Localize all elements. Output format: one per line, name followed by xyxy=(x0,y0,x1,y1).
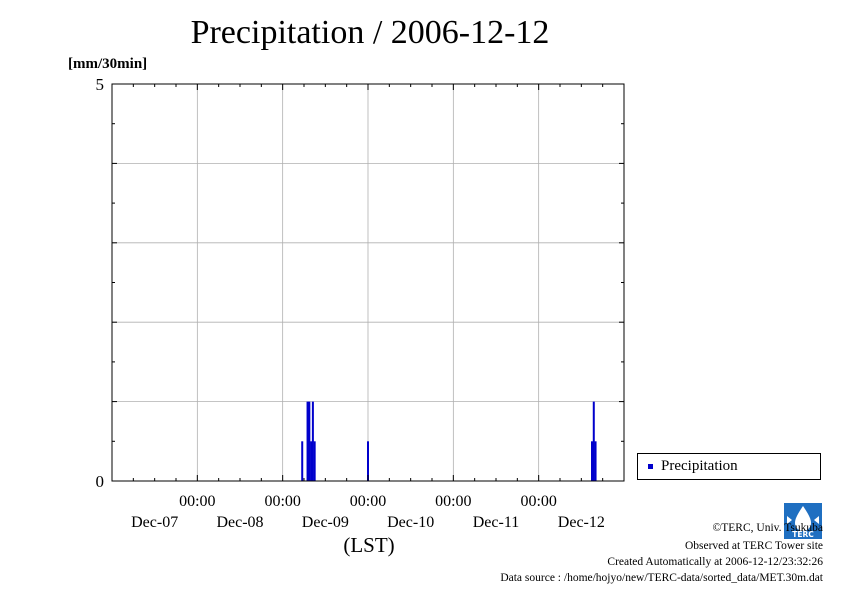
legend-label: Precipitation xyxy=(661,458,738,474)
precipitation-bar xyxy=(592,401,595,481)
x-tick-date-label: Dec-10 xyxy=(387,514,434,531)
logo-text: TERC xyxy=(792,530,814,539)
x-tick-date-label: Dec-12 xyxy=(558,514,605,531)
precipitation-bar xyxy=(306,401,309,481)
x-axis: Dec-0700:00Dec-0800:00Dec-0900:00Dec-100… xyxy=(111,84,625,531)
x-tick-date-label: Dec-08 xyxy=(216,514,263,531)
created-text: Created Automatically at 2006-12-12/23:3… xyxy=(607,556,823,568)
x-tick-time-label: 00:00 xyxy=(350,493,386,510)
precipitation-bar xyxy=(367,441,369,481)
precipitation-bar xyxy=(301,441,304,481)
grid-lines xyxy=(112,84,624,481)
precipitation-bar xyxy=(313,441,316,481)
y-axis: 05 xyxy=(96,75,624,491)
observed-text: Observed at TERC Tower site xyxy=(684,540,823,552)
x-tick-date-label: Dec-09 xyxy=(302,514,349,531)
precipitation-bar xyxy=(591,441,593,481)
precipitation-bar xyxy=(310,441,313,481)
x-tick-time-label: 00:00 xyxy=(179,493,215,510)
bar-series xyxy=(301,401,597,481)
x-tick-time-label: 00:00 xyxy=(520,493,556,510)
y-tick-label: 5 xyxy=(96,75,105,94)
precipitation-bar xyxy=(308,401,311,481)
x-tick-time-label: 00:00 xyxy=(435,493,471,510)
y-axis-unit-label: [mm/30min] xyxy=(68,56,148,72)
terc-logo-icon: TERC xyxy=(784,503,822,539)
x-axis-label: (LST) xyxy=(343,533,394,557)
legend-swatch xyxy=(648,464,653,469)
x-tick-time-label: 00:00 xyxy=(264,493,300,510)
y-tick-label: 0 xyxy=(96,472,105,491)
chart-title: Precipitation / 2006-12-12 xyxy=(190,14,550,51)
precipitation-bar xyxy=(594,441,597,481)
x-tick-date-label: Dec-07 xyxy=(131,514,178,531)
legend-box: Precipitation xyxy=(637,453,821,480)
copyright-text: ©TERC, Univ. Tsukuba xyxy=(712,522,823,534)
x-tick-date-label: Dec-11 xyxy=(473,514,520,531)
data-source-text: Data source : /home/hojyo/new/TERC-data/… xyxy=(500,572,823,584)
precipitation-bar xyxy=(311,401,314,481)
